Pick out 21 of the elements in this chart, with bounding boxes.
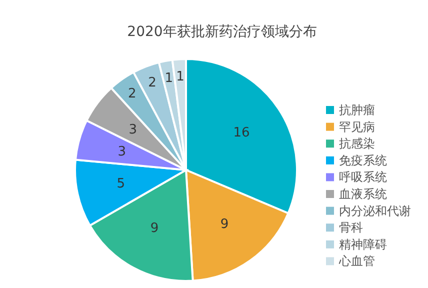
legend-label: 呼吸系统 [339,170,387,184]
chart-title: 2020年获批新药治疗领域分布 [127,24,317,40]
legend-label: 精神障碍 [339,237,387,252]
data-label: 9 [150,221,159,236]
legend-label: 骨科 [339,220,363,235]
data-label: 5 [116,176,126,192]
legend-label: 免疫系统 [339,153,387,168]
legend-label: 罕见病 [339,120,375,134]
data-label: 3 [128,122,137,138]
legend-label: 抗肿瘤 [339,103,375,117]
legend-label: 血液系统 [339,187,387,201]
data-label: 9 [220,216,229,232]
legend-label: 内分泌和代谢 [339,204,411,218]
data-label: 2 [148,76,156,91]
data-label: 1 [176,69,184,84]
legend-label: 抗感染 [339,136,375,151]
data-label: 2 [128,86,136,102]
data-label: 1 [164,70,174,86]
data-label: 16 [233,126,250,141]
legend-label: 心血管 [338,254,375,268]
data-label: 3 [118,144,126,160]
